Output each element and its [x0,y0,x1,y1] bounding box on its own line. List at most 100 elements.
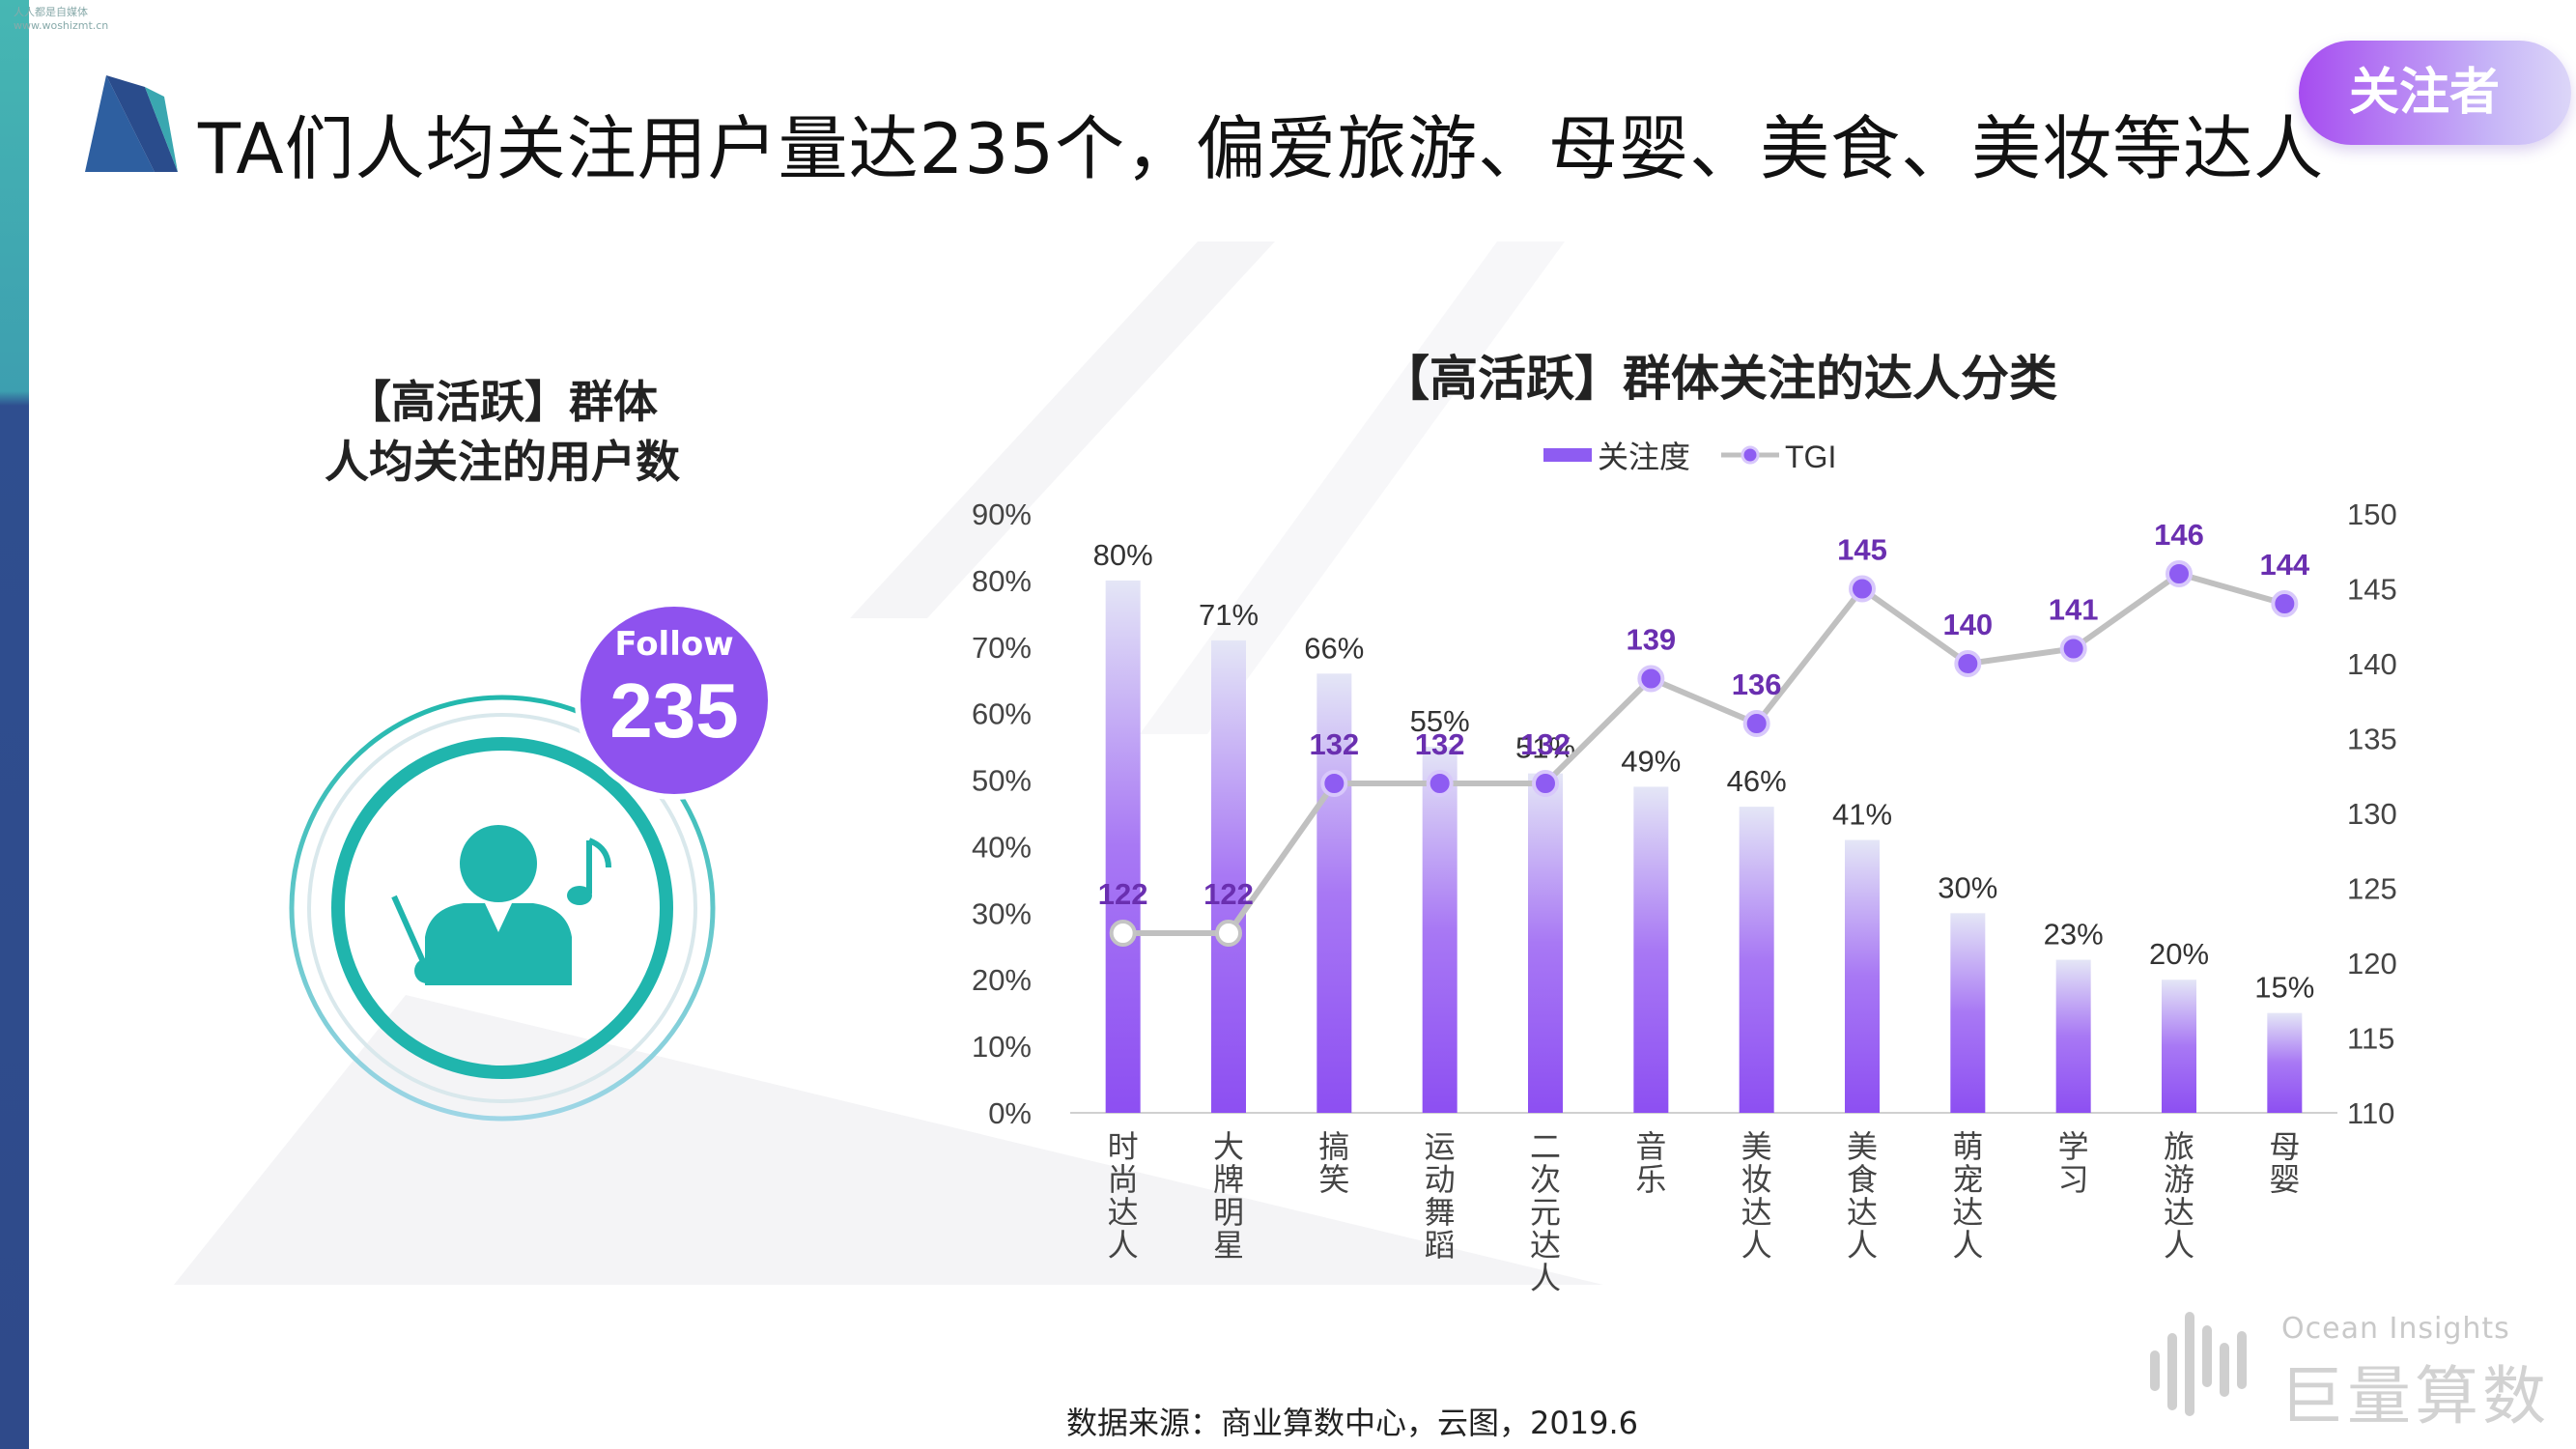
x-category-label: 学习 [2058,1128,2089,1198]
bar-value-label: 71% [1199,598,1259,632]
logo-english: Ocean Insights [2281,1312,2510,1346]
y-left-tick: 90% [972,497,1032,531]
tgi-value-label: 144 [2259,548,2309,582]
left-panel-title: 【高活跃】群体 人均关注的用户数 [232,372,773,492]
x-category-label: 萌宠达人 [1952,1128,1983,1264]
watermark: 人人都是自媒体 www.woshizmt.cn [14,6,108,33]
y-right-tick: 140 [2347,647,2397,681]
bar [1528,773,1563,1113]
y-left-tick: 0% [988,1096,1032,1130]
x-category-label: 母婴 [2269,1128,2300,1198]
inner-ring [331,737,673,1079]
tgi-point [1849,575,1876,603]
x-category-label: 搞笑 [1318,1128,1349,1198]
bar-value-label: 49% [1621,744,1681,778]
y-right-tick: 135 [2347,723,2397,756]
bg-shape-2 [850,242,1275,618]
tgi-value-label: 122 [1203,877,1254,911]
outer-ring [289,695,716,1122]
bg-shape-3 [1140,242,1565,734]
tgi-value-label: 139 [1626,623,1676,657]
bar-value-label: 15% [2254,971,2314,1005]
tgi-point [1532,770,1559,797]
x-category-label: 美食达人 [1847,1128,1878,1264]
tgi-point [1637,665,1665,693]
tgi-point [2271,590,2299,617]
bar-value-label: 66% [1304,631,1364,665]
tgi-point [2166,560,2193,587]
bar [1316,673,1352,1113]
bar-value-label: 20% [2149,937,2209,971]
y-right-tick: 120 [2347,947,2397,980]
y-left-tick: 50% [972,764,1032,798]
x-category-label: 运动舞蹈 [1425,1128,1456,1264]
x-category-label: 大牌明星 [1213,1128,1244,1264]
follow-bubble [575,601,774,800]
bar [1422,747,1458,1113]
tgi-value-label: 132 [1415,727,1465,761]
y-right-tick: 125 [2347,872,2397,906]
y-left-tick: 10% [972,1030,1032,1064]
bar [1845,839,1880,1113]
chart-title: 【高活跃】群体关注的达人分类 [1381,351,2057,407]
left-accent-bar [0,0,29,1449]
tgi-value-label: 146 [2154,518,2204,552]
bar-value-label: 30% [1938,870,1997,904]
y-left-tick: 80% [972,564,1032,598]
followers-badge: 关注者 [2299,41,2571,145]
left-title-line1: 【高活跃】群体 [347,376,658,428]
middle-ring [307,713,697,1103]
logo-chinese: 巨量算数 [2279,1359,2550,1434]
y-right-tick: 115 [2347,1022,2394,1056]
y-left-tick: 70% [972,631,1032,665]
y-left-tick: 40% [972,830,1032,864]
tgi-point [1954,650,1982,677]
y-right-tick: 145 [2347,573,2397,607]
y-left-tick: 20% [972,963,1032,997]
tgi-line [1122,570,2286,936]
bar [2162,980,2196,1113]
x-category-label: 美妆达人 [1741,1128,1772,1264]
source-note: 数据来源：商业算数中心，云图，2019.6 [1066,1405,1638,1441]
tgi-value-label: 132 [1520,727,1571,761]
bar-value-label: 80% [1093,538,1153,572]
bar [2267,1012,2303,1113]
tgi-value-label: 141 [2049,593,2099,627]
bar-value-label: 46% [1727,764,1787,798]
tgi-point [2059,635,2087,663]
x-category-label: 旅游达人 [2164,1128,2194,1264]
bar [1105,580,1141,1113]
music-note-icon [567,838,611,905]
bar-value-label: 41% [1832,798,1892,832]
bar [1633,786,1669,1113]
tgi-point [1426,770,1454,797]
bar [1211,639,1246,1113]
title-logo-icon [85,75,178,172]
bar-value-label: 55% [1410,704,1470,738]
bar-value-label: 23% [2044,918,2104,952]
y-right-tick: 150 [2347,497,2397,531]
legend-swatch-attention [1543,448,1592,462]
legend-label-tgi: TGI [1785,440,1836,474]
bar [1950,913,1986,1113]
tgi-value-label: 132 [1309,727,1359,761]
follow-label: Follow [614,625,734,664]
bar [2055,959,2091,1113]
watermark-line1: 人人都是自媒体 [14,6,88,18]
tgi-point [1109,920,1137,947]
legend-marker-tgi [1741,445,1760,465]
follow-graphic [289,601,774,1122]
y-left-tick: 30% [972,896,1032,930]
left-title-line2: 人均关注的用户数 [325,436,680,488]
tgi-value-label: 122 [1098,877,1148,911]
y-right-tick: 110 [2347,1096,2394,1130]
y-left-tick: 60% [972,697,1032,731]
legend-label-attention: 关注度 [1598,439,1690,475]
x-category-label: 音乐 [1635,1128,1666,1198]
tgi-value-label: 140 [1942,608,1993,641]
follow-value: 235 [609,668,739,753]
ocean-insights-logo-icon [2150,1312,2247,1416]
tgi-point [1320,770,1348,797]
tgi-point [1742,710,1770,737]
